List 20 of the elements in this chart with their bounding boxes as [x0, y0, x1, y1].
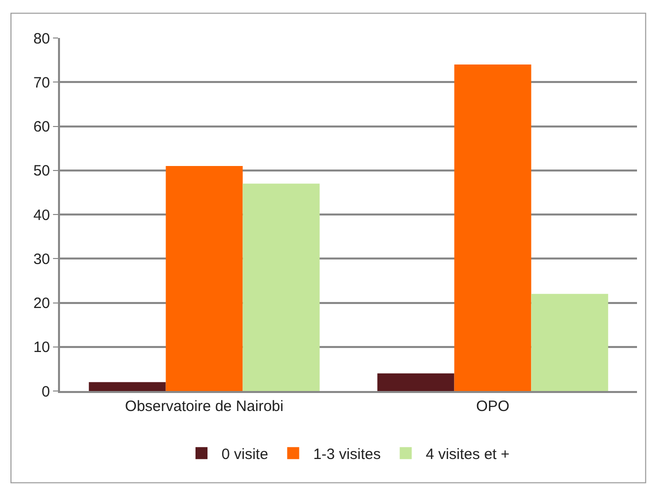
legend-label: 1-3 visites	[313, 446, 381, 463]
y-tick-label: 80	[33, 30, 50, 48]
y-tick-label: 40	[33, 206, 50, 224]
bar	[166, 166, 243, 391]
legend-label: 4 visites et +	[426, 446, 510, 463]
y-tick-label: 0	[42, 383, 50, 400]
y-tick-label: 70	[33, 74, 50, 92]
bar	[454, 64, 532, 391]
legend-label: 0 visite	[222, 446, 268, 463]
bar	[242, 184, 320, 391]
bar	[377, 373, 454, 391]
y-tick-label: 30	[33, 250, 50, 268]
y-tick-label: 50	[33, 162, 50, 180]
bar	[531, 294, 608, 391]
x-tick-label: OPO	[476, 398, 510, 415]
y-tick-label: 20	[33, 295, 50, 312]
bar	[88, 382, 166, 391]
y-tick-label: 10	[33, 339, 50, 356]
x-tick-label: Observatoire de Nairobi	[125, 398, 284, 415]
y-tick-label: 60	[33, 118, 50, 136]
